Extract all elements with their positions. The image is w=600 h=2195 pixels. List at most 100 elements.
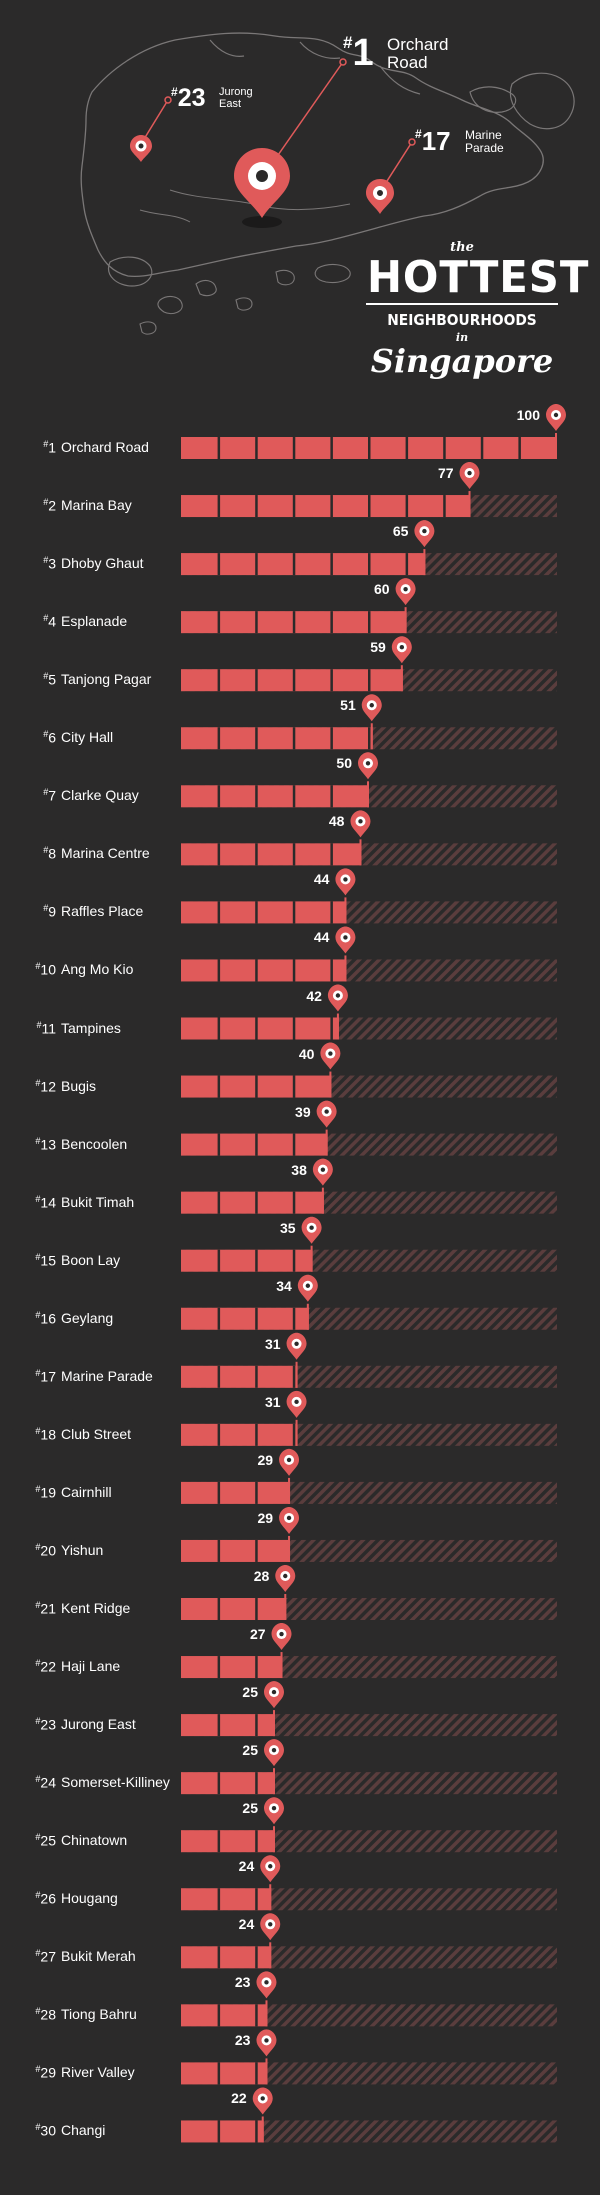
bar-segment-divider — [292, 785, 296, 808]
value-label-24: 25 — [242, 1742, 258, 1759]
neighbourhood-label-14: Bukit Timah — [61, 1193, 135, 1210]
bar-segment-divider — [217, 901, 221, 924]
pin-icon — [316, 1100, 337, 1128]
bar-segment-divider — [480, 437, 484, 459]
rank-label-13: #13 — [35, 1135, 56, 1153]
neighbourhood-label-12: Bugis — [61, 1077, 97, 1094]
bar-17 — [181, 1365, 298, 1388]
bar-segment-divider — [292, 1307, 296, 1330]
bar-segment-divider — [217, 553, 221, 576]
bar-segment-divider — [217, 495, 221, 518]
bar-5 — [181, 669, 403, 692]
bar-28 — [181, 2004, 268, 2027]
bar-segment-divider — [368, 611, 371, 634]
rank-label-29: #29 — [35, 2064, 56, 2082]
neighbourhood-label-2: Marina Bay — [61, 497, 132, 514]
bar-segment-divider — [405, 495, 409, 518]
neighbourhood-label-7: Clarke Quay — [61, 787, 139, 804]
pin-icon — [335, 868, 356, 896]
bar-end-marker — [468, 491, 471, 518]
bar-segment-divider — [255, 1481, 258, 1504]
map-island-jurong — [108, 256, 153, 287]
bar-segment-divider — [292, 1191, 296, 1214]
bar-segment-divider — [255, 1133, 258, 1156]
bar-21 — [181, 1598, 287, 1620]
bar-end-marker — [295, 1419, 298, 1446]
callout-marine-name-1: Marine — [465, 128, 502, 142]
bar-track-28 — [181, 2004, 557, 2027]
neighbourhood-label-13: Bencoolen — [61, 1135, 128, 1152]
title-in: in — [455, 331, 469, 344]
value-label-7: 50 — [336, 755, 352, 772]
bar-segment-divider — [255, 2004, 258, 2027]
pin-icon — [271, 1623, 292, 1651]
map-island-sentosa — [314, 263, 351, 284]
bar-2 — [181, 495, 471, 518]
bar-segment-divider — [255, 959, 258, 982]
bar-end-marker — [555, 433, 557, 459]
rank-label-24: #24 — [35, 1774, 56, 1791]
bar-segment-divider — [330, 553, 333, 576]
map-island-small-5 — [275, 269, 295, 286]
neighbourhood-label-9: Raffles Place — [61, 903, 144, 920]
map-island-small-1 — [157, 295, 183, 315]
value-label-29: 23 — [234, 2032, 251, 2049]
bar-segment-divider — [255, 1656, 258, 1679]
bar-segment-divider — [255, 1539, 258, 1562]
bar-segment-divider — [217, 1249, 221, 1272]
bar-16 — [181, 1307, 309, 1330]
bar-segment-divider — [255, 727, 258, 750]
callout-jurong-name-1: Jurong — [219, 86, 253, 98]
bar-segment-divider — [217, 1075, 221, 1098]
bar-10 — [181, 959, 347, 982]
bar-segment-divider — [217, 669, 221, 692]
callout-marine-rank: 17 — [421, 126, 451, 156]
bar-end-marker — [288, 1477, 291, 1504]
bar-segment-divider — [255, 1772, 258, 1795]
neighbourhood-label-16: Geylang — [61, 1309, 114, 1326]
value-label-13: 39 — [295, 1103, 311, 1120]
map-island-small-3 — [235, 297, 253, 311]
value-label-9: 44 — [313, 871, 330, 888]
value-label-8: 48 — [328, 813, 345, 830]
value-label-12: 40 — [298, 1045, 315, 1062]
bar-end-marker — [400, 665, 403, 692]
bar-segment-divider — [217, 785, 221, 808]
pin-icon — [312, 1158, 333, 1186]
bar-segment-divider — [292, 1423, 296, 1446]
bar-segment-divider — [255, 1017, 258, 1040]
bar-end-marker — [367, 781, 369, 808]
bar-segment-divider — [255, 437, 258, 459]
value-label-30: 22 — [231, 2090, 247, 2107]
bar-segment-divider — [330, 1017, 333, 1040]
bar-segment-divider — [368, 669, 371, 692]
bar-13 — [181, 1133, 328, 1156]
map-island-small-2 — [195, 279, 217, 297]
bar-segment-divider — [292, 611, 296, 634]
callout-jurong: #23 Jurong East — [171, 84, 253, 112]
pin-icon-orchard — [234, 148, 290, 218]
bar-3 — [181, 553, 426, 576]
callout-orchard-name-1: Orchard — [387, 35, 449, 54]
value-label-11: 42 — [306, 987, 322, 1004]
rank-label-16: #16 — [35, 1309, 56, 1327]
rank-label-4: #4 — [43, 613, 56, 630]
bar-segment-divider — [255, 1830, 258, 1853]
bar-segment-divider — [217, 727, 221, 750]
bar-end-marker — [329, 1071, 332, 1098]
pin-icon — [297, 1274, 318, 1302]
bar-23 — [181, 1714, 275, 1737]
bar-segment-divider — [443, 437, 446, 459]
map-island-ubin — [469, 86, 517, 113]
leader-dot-jurong — [164, 96, 172, 104]
title-hottest: HOTTEST — [367, 252, 590, 303]
rank-label-14: #14 — [35, 1193, 56, 1211]
bar-end-marker — [423, 549, 426, 576]
bar-segment-divider — [255, 1946, 258, 1969]
bar-end-marker — [284, 1594, 287, 1620]
bar-segment-divider — [518, 437, 521, 459]
bar-segment-divider — [292, 1249, 296, 1272]
bar-end-marker — [321, 1187, 324, 1214]
bar-end-marker — [344, 897, 347, 924]
bar-29 — [181, 2062, 268, 2085]
